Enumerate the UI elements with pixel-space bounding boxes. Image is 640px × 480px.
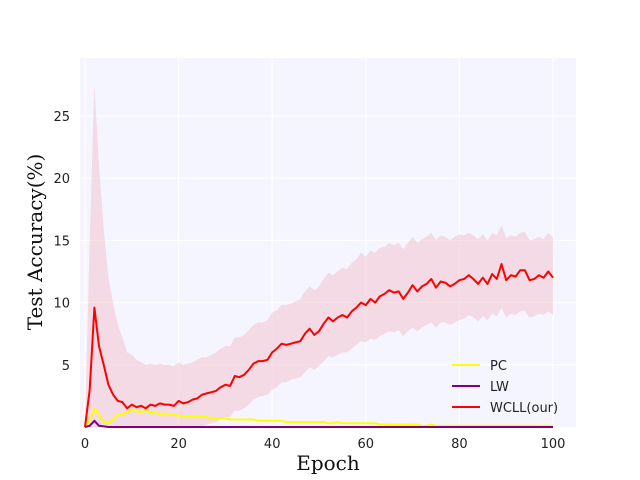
y-tick-label: 5 <box>62 359 70 374</box>
x-tick-label: 0 <box>81 437 89 452</box>
y-tick-label: 25 <box>53 110 70 125</box>
x-tick-label: 40 <box>264 437 281 452</box>
y-axis-ticks: 5 10 15 20 25 <box>53 110 70 374</box>
legend: PC LW WCLL(our) <box>452 359 558 416</box>
legend-label: PC <box>490 359 507 374</box>
x-axis-title: Epoch <box>296 451 360 475</box>
series-line <box>84 419 553 428</box>
legend-label: WCLL(our) <box>490 401 558 416</box>
series-line <box>84 407 553 428</box>
x-tick-label: 80 <box>451 437 468 452</box>
y-tick-label: 10 <box>53 297 70 312</box>
y-axis-title: Test Accuracy(%) <box>23 154 47 331</box>
legend-label: LW <box>490 380 509 395</box>
y-tick-label: 20 <box>53 172 70 187</box>
x-tick-label: 100 <box>541 437 566 452</box>
grid <box>80 58 576 427</box>
series-band <box>85 84 553 428</box>
y-tick-label: 15 <box>53 234 70 249</box>
x-tick-label: 60 <box>358 437 375 452</box>
series-line <box>84 263 554 428</box>
x-axis-ticks: 0 20 40 60 80 100 <box>81 437 566 452</box>
x-tick-label: 20 <box>170 437 187 452</box>
series-lines <box>84 263 554 428</box>
confidence-bands <box>85 84 553 428</box>
